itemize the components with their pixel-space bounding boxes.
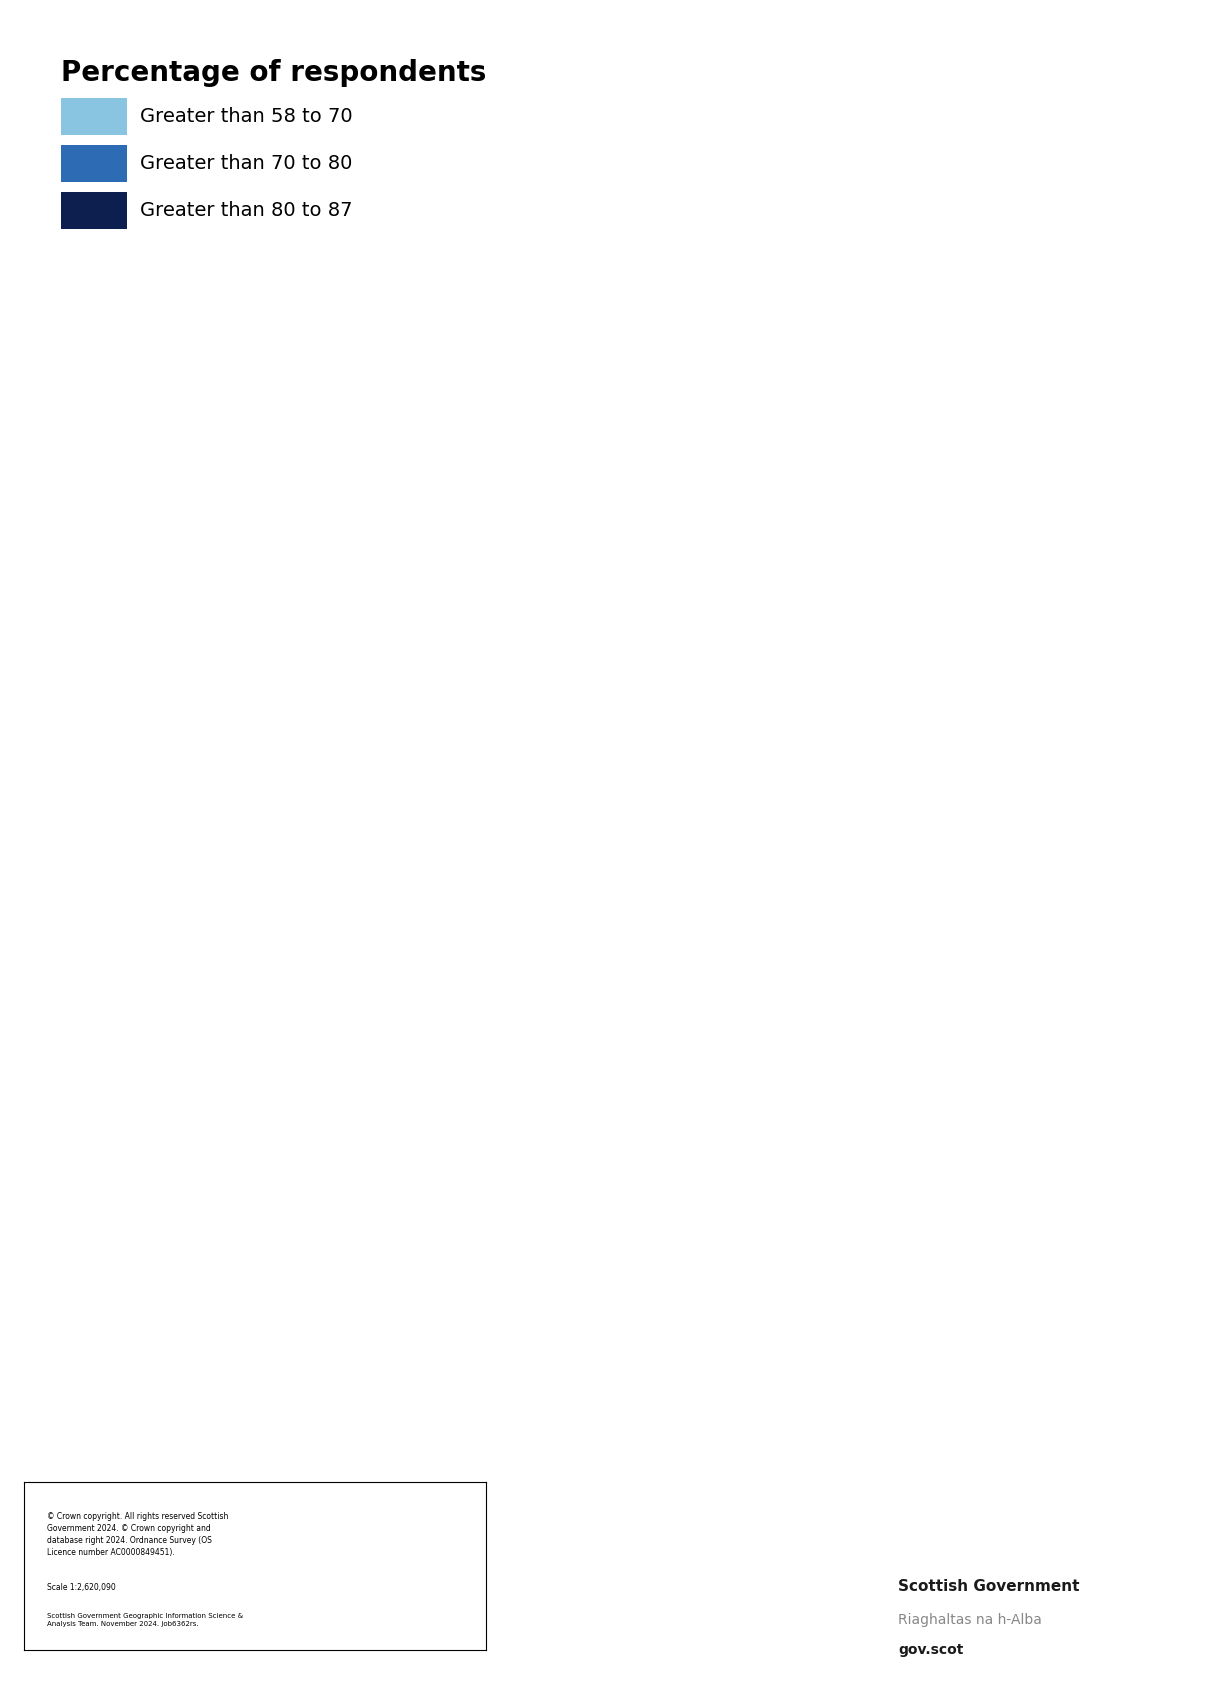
Text: Scale 1:2,620,090: Scale 1:2,620,090 — [47, 1583, 117, 1591]
Text: © Crown copyright. All rights reserved Scottish
Government 2024. © Crown copyrig: © Crown copyright. All rights reserved S… — [47, 1512, 228, 1556]
Text: Greater than 58 to 70: Greater than 58 to 70 — [140, 106, 352, 126]
Text: Scottish Government Geographic Information Science &
Analysis Team. November 202: Scottish Government Geographic Informati… — [47, 1613, 244, 1627]
Text: Percentage of respondents: Percentage of respondents — [61, 59, 486, 88]
Text: gov.scot: gov.scot — [898, 1644, 964, 1657]
Text: Scottish Government: Scottish Government — [898, 1580, 1080, 1593]
Text: Riaghaltas na h-Alba: Riaghaltas na h-Alba — [898, 1613, 1043, 1627]
Text: Greater than 70 to 80: Greater than 70 to 80 — [140, 153, 352, 173]
Text: Greater than 80 to 87: Greater than 80 to 87 — [140, 200, 352, 221]
